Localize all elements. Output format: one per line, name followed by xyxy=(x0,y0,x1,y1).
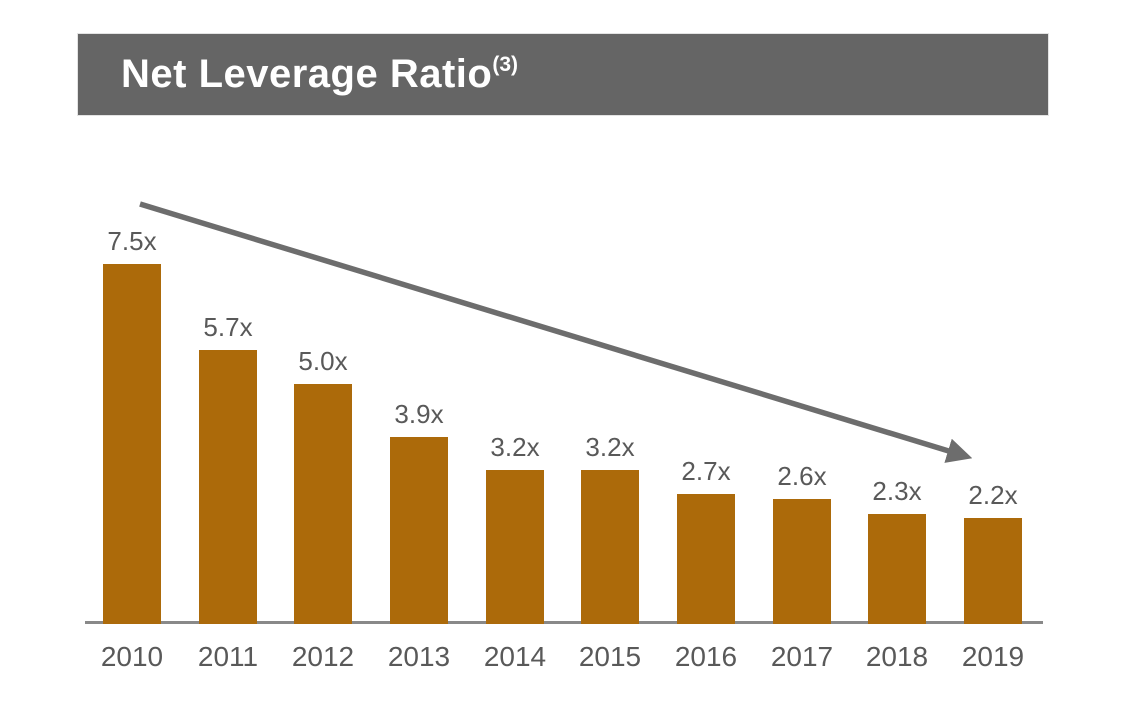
bar-value-label: 3.9x xyxy=(394,399,444,429)
bar-value-label: 2.7x xyxy=(681,456,731,486)
x-axis-tick-label: 2011 xyxy=(197,641,259,672)
bar xyxy=(964,518,1022,624)
x-axis-tick-label: 2015 xyxy=(578,641,642,672)
x-axis-tick-label: 2016 xyxy=(674,641,738,672)
x-axis-line xyxy=(85,621,1043,624)
x-axis-tick-label: 2017 xyxy=(770,641,834,672)
bar xyxy=(103,264,161,624)
bar xyxy=(868,514,926,624)
bar xyxy=(199,350,257,624)
bar-value-label: 5.0x xyxy=(298,346,348,376)
bar-value-label: 2.2x xyxy=(968,480,1018,510)
bar xyxy=(294,384,352,624)
x-axis-tick-label: 2014 xyxy=(483,641,547,672)
bar-value-label: 2.6x xyxy=(777,461,827,491)
chart-title-text: Net Leverage Ratio xyxy=(121,52,493,96)
bar-value-label: 5.7x xyxy=(203,312,253,342)
x-axis-tick-label: 2018 xyxy=(865,641,929,672)
bar-value-label: 7.5x xyxy=(107,226,157,256)
bar-value-label: 3.2x xyxy=(585,432,635,462)
bar-value-label: 3.2x xyxy=(490,432,540,462)
x-axis-tick-label: 2013 xyxy=(387,641,451,672)
bar xyxy=(390,437,448,624)
x-axis-tick-label: 2010 xyxy=(100,641,164,672)
bar xyxy=(773,499,831,624)
bar xyxy=(581,470,639,624)
bar xyxy=(677,494,735,624)
bar-value-label: 2.3x xyxy=(872,476,922,506)
chart-title-footnote-marker: (3) xyxy=(492,53,519,76)
bar xyxy=(486,470,544,624)
chart-title-bar: Net Leverage Ratio(3) xyxy=(78,34,1048,115)
x-axis-tick-label: 2012 xyxy=(291,641,355,672)
chart-title: Net Leverage Ratio(3) xyxy=(121,52,518,97)
x-axis-tick-label: 2019 xyxy=(961,641,1025,672)
